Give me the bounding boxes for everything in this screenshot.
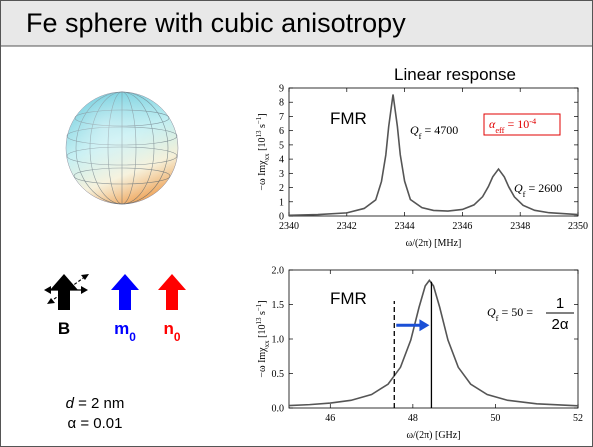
text-part: −1	[255, 303, 263, 311]
y-tick-label: 1.5	[272, 300, 285, 311]
response-curve	[288, 279, 579, 407]
fraction-numerator: 1	[556, 295, 564, 312]
text-part: f	[419, 132, 422, 141]
annotation: FMR	[330, 109, 367, 128]
x-tick-label: 50	[490, 413, 500, 424]
title-bar	[0, 0, 593, 46]
sphere	[65, 91, 179, 205]
x-tick-label: 2342	[337, 221, 357, 232]
text-part: ω/(2π) [GHz]	[406, 430, 460, 441]
text-part: xx	[263, 153, 271, 161]
y-tick-label: 6	[279, 126, 284, 137]
text-part: 0	[174, 330, 181, 344]
x-tick-label: 2340	[279, 221, 299, 232]
vector-arrow	[50, 274, 78, 310]
text-part: eff	[495, 126, 504, 135]
text-part: m	[114, 319, 129, 338]
parameter: d = 2 nm	[66, 395, 125, 412]
text-part: −ω Imχ	[257, 160, 268, 191]
annotation: Qf = 2600	[514, 181, 562, 199]
y-tick-label: 5	[279, 140, 284, 151]
vector-arrow	[111, 274, 139, 310]
text-part: s	[257, 124, 268, 131]
y-tick-label: 7	[279, 112, 284, 123]
text-part: [10	[257, 325, 268, 341]
text-part: 13	[255, 130, 263, 138]
text-part: ]	[257, 113, 268, 116]
text-part: = 50 =	[498, 305, 533, 319]
x-tick-label: 2344	[395, 221, 415, 232]
text-part: α	[489, 117, 496, 131]
plot-frame	[288, 87, 579, 217]
text-part: Q	[410, 123, 419, 137]
text-part: Q	[487, 305, 496, 319]
text-part: [10	[257, 138, 268, 154]
x-axis-label: ω/(2π) [GHz]	[406, 430, 460, 441]
annotation: Qf = 4700	[410, 123, 458, 141]
y-tick-label: 0	[279, 212, 284, 223]
text-part: f	[496, 314, 499, 323]
text-part: = 10	[504, 117, 529, 131]
text-part: Q	[514, 181, 523, 195]
y-tick-label: 8	[279, 98, 284, 109]
vector-arrow	[158, 274, 186, 310]
y-axis-label: −ω Imχxx [1013 s−1]	[255, 113, 271, 190]
annotation: Qf = 50 =	[487, 305, 533, 323]
y-tick-label: 2.0	[272, 266, 285, 277]
text-part: ]	[257, 300, 268, 303]
y-tick-label: 4	[279, 155, 284, 166]
text-part: d	[66, 395, 75, 412]
text-part: −ω Imχ	[257, 347, 268, 378]
parameter: α = 0.01	[68, 415, 123, 432]
x-tick-label: 48	[408, 413, 418, 424]
text-part: −1	[255, 116, 263, 124]
x-tick-label: 2348	[510, 221, 530, 232]
vector-label: n0	[163, 319, 180, 344]
text-part: = 2600	[525, 181, 562, 195]
text-part: 13	[255, 317, 263, 325]
fraction-denominator: 2α	[551, 316, 568, 333]
y-tick-label: 2	[279, 183, 284, 194]
annotation: FMR	[330, 289, 367, 308]
y-tick-label: 3	[279, 169, 284, 180]
annotation-box	[483, 113, 561, 136]
y-tick-label: 0.5	[272, 369, 285, 380]
text-part: -4	[529, 117, 537, 126]
response-curve	[288, 94, 579, 217]
text-part: = 4700	[421, 123, 458, 137]
text-part: B	[58, 319, 70, 338]
text-part: ω/(2π) [MHz]	[406, 238, 462, 249]
x-axis-label: ω/(2π) [MHz]	[406, 238, 462, 249]
text-part: n	[163, 319, 173, 338]
x-tick-label: 52	[573, 413, 583, 424]
text-part: f	[523, 190, 526, 199]
vector-label: B	[58, 319, 70, 338]
y-tick-label: 1.0	[272, 335, 285, 346]
text-part: FMR	[330, 109, 367, 128]
text-part: 0	[129, 330, 136, 344]
y-axis-label: −ω Imχxx [1013 s−1]	[255, 300, 271, 377]
text-part: xx	[263, 340, 271, 348]
chart-title: Linear response	[394, 65, 516, 84]
shift-arrow-head	[419, 319, 430, 332]
text-part: s	[257, 311, 268, 318]
text-part: FMR	[330, 289, 367, 308]
vector-label: m0	[114, 319, 136, 344]
x-tick-label: 2346	[452, 221, 472, 232]
y-tick-label: 1	[279, 197, 284, 208]
x-tick-label: 2350	[568, 221, 588, 232]
slide-title: Fe sphere with cubic anisotropy	[26, 8, 406, 38]
x-tick-label: 46	[325, 413, 335, 424]
text-part: = 2 nm	[74, 395, 124, 412]
annotation: αeff = 10-4	[489, 117, 537, 135]
text-part: α = 0.01	[68, 415, 123, 432]
y-tick-label: 9	[279, 84, 284, 95]
y-tick-label: 0.0	[272, 404, 285, 415]
